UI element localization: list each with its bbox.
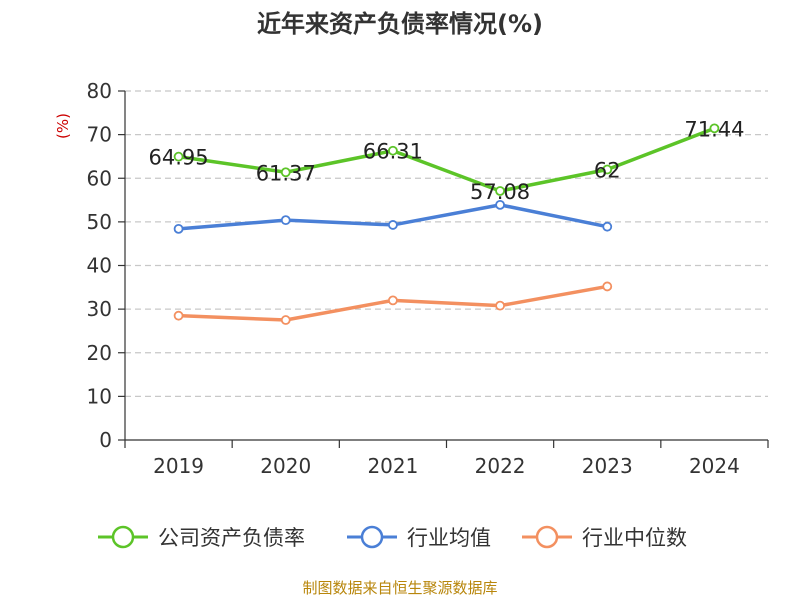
x-tick-label: 2019 xyxy=(153,454,204,478)
data-label: 62 xyxy=(594,159,621,183)
legend-marker xyxy=(360,525,384,549)
y-axis-label: (%) xyxy=(54,113,72,139)
data-point xyxy=(602,164,613,175)
data-point xyxy=(388,295,398,306)
x-tick-label: 2023 xyxy=(582,454,633,478)
chart-title: 近年来资产负债率情况(%) xyxy=(257,10,543,38)
y-tick-label: 60 xyxy=(87,166,112,190)
legend: 公司资产负债率 行业均值 行业中位数 xyxy=(98,525,687,550)
data-point xyxy=(602,221,613,232)
legend-item-0: 公司资产负债率 xyxy=(98,525,305,550)
y-tick-label: 80 xyxy=(87,79,112,103)
x-tick-label: 2024 xyxy=(689,454,740,478)
y-tick-label: 0 xyxy=(99,428,112,452)
data-point xyxy=(709,123,720,134)
series-line xyxy=(176,126,717,193)
source-note: 制图数据来自恒生聚源数据库 xyxy=(302,579,497,597)
data-point xyxy=(280,315,291,325)
data-point xyxy=(173,151,184,162)
y-tick-label: 30 xyxy=(87,297,112,321)
data-point xyxy=(388,220,398,230)
data-point xyxy=(495,300,505,311)
data-label: 64.95 xyxy=(149,146,209,170)
legend-marker xyxy=(535,525,559,549)
data-point xyxy=(602,281,613,292)
x-tick-label: 2020 xyxy=(260,454,311,478)
data-point xyxy=(495,199,505,210)
legend-label: 行业中位数 xyxy=(582,526,687,550)
grid xyxy=(125,90,768,397)
series-1 xyxy=(173,199,613,234)
series-2 xyxy=(173,281,613,325)
data-point xyxy=(280,167,291,178)
x-tick-label: 2021 xyxy=(367,454,418,478)
legend-marker xyxy=(111,525,135,549)
data-point xyxy=(388,145,398,156)
data-label: 66.31 xyxy=(363,140,423,164)
data-label: 61.37 xyxy=(256,161,316,185)
legend-label: 行业均值 xyxy=(407,526,491,550)
y-tick-label: 50 xyxy=(87,210,112,234)
legend-item-1: 行业均值 xyxy=(347,525,491,550)
axes: 0 10 20 30 40 50 60 70 80 2019 2020 2021 2022 2023 202… xyxy=(87,79,769,478)
y-tick-label: 10 xyxy=(87,384,112,408)
y-tick-label: 40 xyxy=(87,254,112,278)
data-label: 71.44 xyxy=(684,117,744,141)
data-point xyxy=(173,310,184,321)
x-tick-label: 2022 xyxy=(475,454,526,478)
data-point xyxy=(280,215,291,226)
data-point xyxy=(495,186,505,196)
legend-label: 公司资产负债率 xyxy=(158,526,305,550)
y-tick-label: 20 xyxy=(87,341,112,365)
y-tick-label: 70 xyxy=(87,123,112,147)
legend-item-2: 行业中位数 xyxy=(522,525,687,550)
data-point xyxy=(173,223,184,234)
